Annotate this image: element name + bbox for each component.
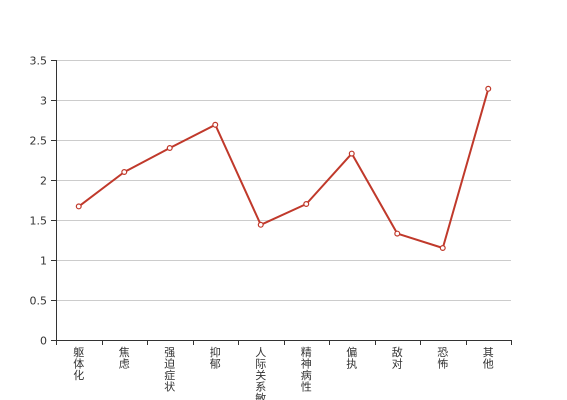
y-tick-label: 3	[40, 95, 47, 108]
y-tick-label: 2.5	[30, 135, 48, 148]
y-axis-tick-labels: 0 0.5 1 1.5 2 2.5 3 3.5	[30, 55, 48, 348]
x-tick-label: 焦虑	[119, 346, 130, 371]
x-tick-label: 其他	[483, 346, 494, 371]
x-tick-label: 躯体化	[73, 346, 84, 382]
data-point	[348, 150, 355, 157]
x-axis-tick-labels: 躯体化 焦虑 强迫症状 抑郁 人际关系敏感 精神病性 偏执 敌对 恐怖 其他	[73, 345, 494, 400]
data-point	[257, 221, 264, 228]
y-tick-label: 2	[40, 175, 47, 188]
grid-lines	[56, 60, 511, 301]
x-tick-label: 偏执	[346, 345, 357, 371]
data-point	[439, 245, 446, 252]
data-point	[212, 121, 219, 128]
data-point	[394, 230, 401, 237]
x-tick-label: 敌对	[392, 345, 403, 371]
x-tick-label: 恐怖	[437, 346, 448, 371]
axes	[51, 60, 512, 345]
data-point	[121, 169, 128, 176]
x-tick-label: 精神病性	[301, 346, 312, 394]
y-tick-label: 3.5	[30, 55, 48, 68]
data-point	[485, 85, 492, 92]
y-tick-label: 1.5	[30, 215, 48, 228]
y-tick-label: 0	[40, 335, 47, 348]
y-tick-label: 0.5	[30, 295, 48, 308]
data-point	[166, 145, 173, 152]
y-tick-label: 1	[40, 255, 47, 268]
x-tick-label: 强迫症状	[164, 346, 175, 394]
data-point	[75, 203, 82, 210]
x-tick-label: 人际关系敏感	[255, 346, 266, 400]
series	[75, 85, 492, 252]
x-tick-label: 抑郁	[210, 345, 221, 371]
series-line	[78, 88, 490, 249]
data-point	[303, 201, 310, 208]
